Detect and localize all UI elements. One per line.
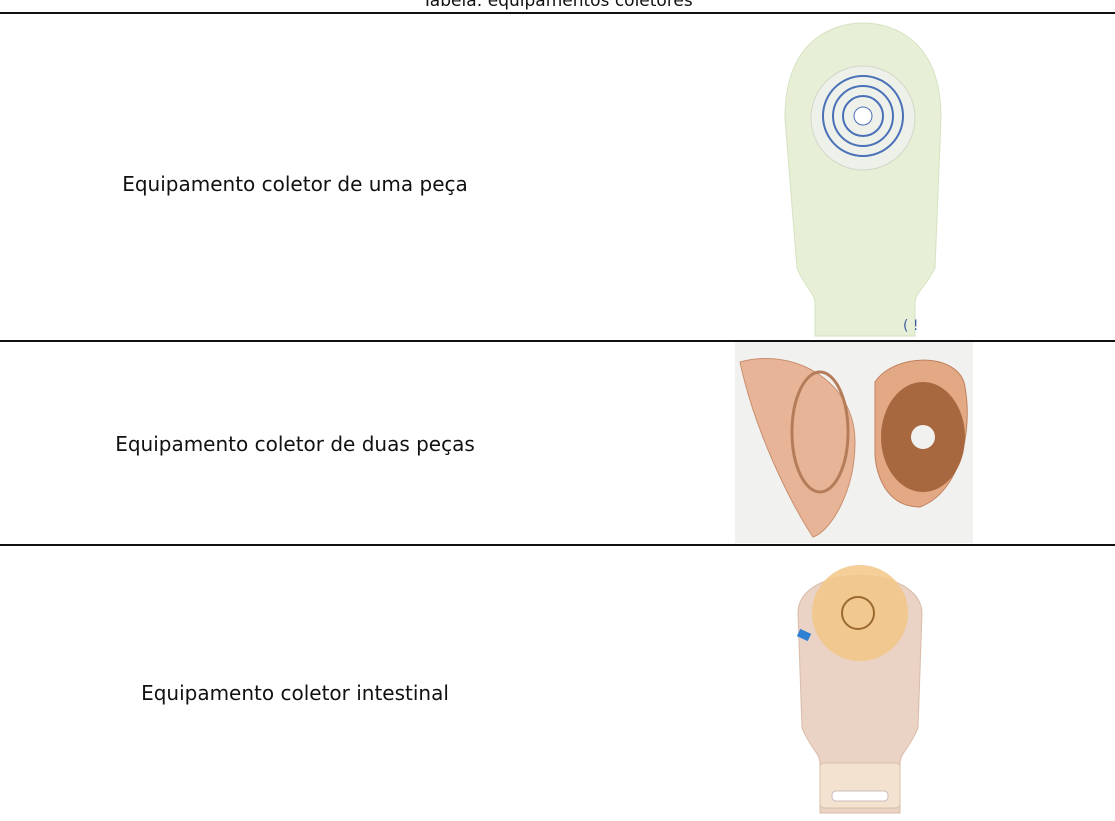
row-rule	[0, 544, 1115, 546]
table-title: Tabela: equipamentos coletores	[422, 0, 693, 11]
row-label: Equipamento coletor de uma peça	[122, 172, 468, 196]
two-piece-image	[735, 342, 973, 543]
one-piece-pouch-image: ( !	[784, 22, 942, 337]
table-rule	[0, 12, 1115, 14]
row-rule	[0, 340, 1115, 342]
svg-text:( !: ( !	[903, 318, 919, 334]
row-label: Equipamento coletor de duas peças	[115, 432, 475, 456]
row-label: Equipamento coletor intestinal	[141, 681, 449, 705]
intestinal-pouch-image	[796, 565, 923, 814]
